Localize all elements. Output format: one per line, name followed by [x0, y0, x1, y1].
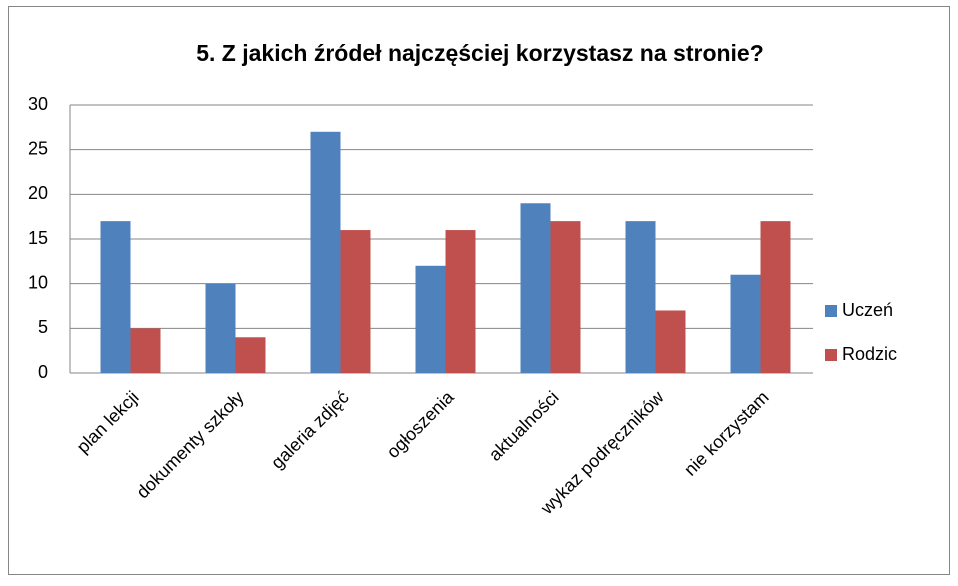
y-tick-label: 20 — [28, 183, 48, 203]
bar — [100, 221, 131, 373]
chart-border — [8, 6, 950, 575]
y-tick-label: 0 — [38, 362, 48, 382]
chart-title: 5. Z jakich źródeł najczęściej korzystas… — [196, 40, 764, 66]
bar — [520, 203, 551, 373]
bar — [130, 328, 161, 373]
bar — [205, 283, 236, 373]
bar — [760, 221, 791, 373]
bar — [445, 230, 476, 373]
legend-swatch — [825, 349, 837, 361]
legend-swatch — [825, 305, 837, 317]
y-tick-label: 10 — [28, 272, 48, 292]
bar — [625, 221, 656, 373]
bar — [310, 131, 341, 373]
bar — [730, 274, 761, 373]
bar — [235, 337, 266, 373]
y-tick-label: 15 — [28, 228, 48, 248]
bar — [340, 230, 371, 373]
y-tick-label: 5 — [38, 317, 48, 337]
bar — [415, 265, 446, 373]
legend-label: Rodzic — [842, 344, 897, 364]
bar — [550, 221, 581, 373]
y-tick-label: 30 — [28, 94, 48, 114]
bar — [655, 310, 686, 373]
legend-label: Uczeń — [842, 300, 893, 320]
y-tick-label: 25 — [28, 138, 48, 158]
